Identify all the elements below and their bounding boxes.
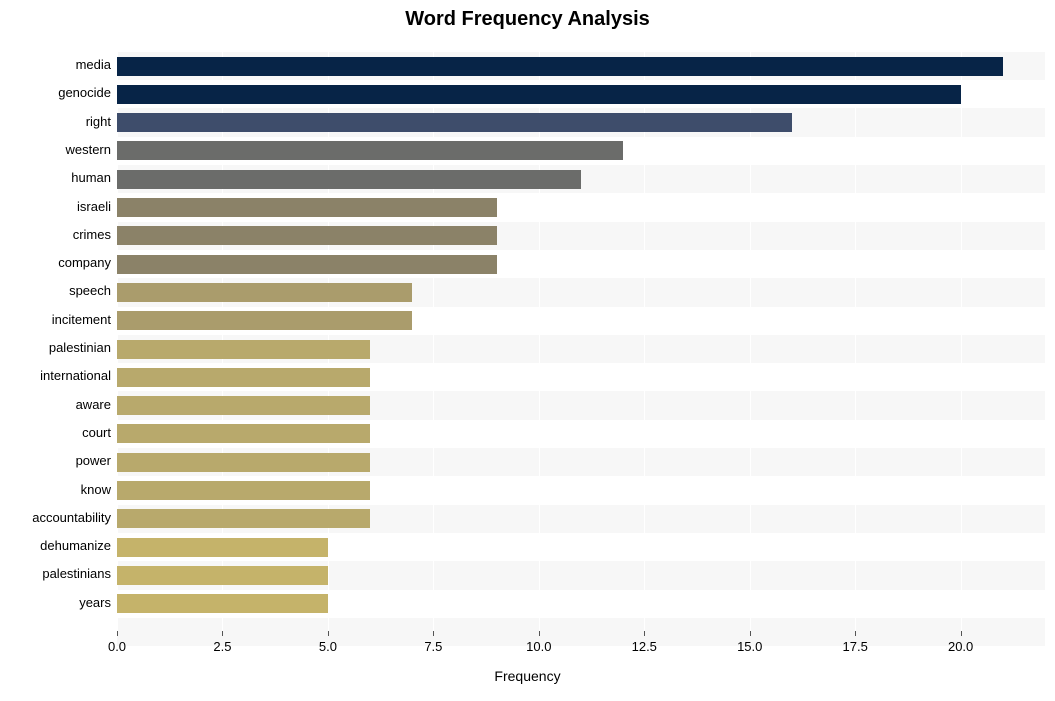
bar-company	[117, 255, 497, 274]
x-tick-label: 12.5	[632, 639, 657, 654]
y-label-know: know	[81, 482, 111, 497]
bar-incitement	[117, 311, 412, 330]
y-label-media: media	[76, 57, 111, 72]
y-label-palestinian: palestinian	[49, 340, 111, 355]
bar-crimes	[117, 226, 497, 245]
y-label-years: years	[79, 595, 111, 610]
x-tick-mark	[644, 631, 645, 636]
y-label-dehumanize: dehumanize	[40, 538, 111, 553]
bar-media	[117, 57, 1003, 76]
bar-years	[117, 594, 328, 613]
bar-human	[117, 170, 581, 189]
gridline	[855, 38, 856, 631]
y-label-western: western	[65, 142, 111, 157]
gridline	[961, 38, 962, 631]
bar-right	[117, 113, 792, 132]
x-tick-label: 0.0	[108, 639, 126, 654]
x-axis-label: Frequency	[0, 668, 1055, 684]
x-tick-label: 7.5	[424, 639, 442, 654]
x-tick-label: 20.0	[948, 639, 973, 654]
x-tick-mark	[961, 631, 962, 636]
x-tick-label: 10.0	[526, 639, 551, 654]
bar-dehumanize	[117, 538, 328, 557]
y-label-speech: speech	[69, 283, 111, 298]
x-tick-mark	[222, 631, 223, 636]
bar-speech	[117, 283, 412, 302]
plot-area	[117, 38, 1045, 631]
y-label-accountability: accountability	[32, 510, 111, 525]
x-tick-label: 5.0	[319, 639, 337, 654]
bar-accountability	[117, 509, 370, 528]
bar-court	[117, 424, 370, 443]
bar-israeli	[117, 198, 497, 217]
y-label-aware: aware	[76, 397, 111, 412]
x-tick-mark	[433, 631, 434, 636]
bar-western	[117, 141, 623, 160]
y-label-court: court	[82, 425, 111, 440]
bar-genocide	[117, 85, 961, 104]
y-label-crimes: crimes	[73, 227, 111, 242]
x-tick-mark	[855, 631, 856, 636]
row-band	[117, 618, 1045, 646]
x-tick-label: 2.5	[213, 639, 231, 654]
bar-palestinian	[117, 340, 370, 359]
x-tick-label: 17.5	[843, 639, 868, 654]
y-label-palestinians: palestinians	[42, 566, 111, 581]
y-label-international: international	[40, 368, 111, 383]
y-label-incitement: incitement	[52, 312, 111, 327]
y-label-genocide: genocide	[58, 85, 111, 100]
y-label-power: power	[76, 453, 111, 468]
bar-know	[117, 481, 370, 500]
bar-international	[117, 368, 370, 387]
y-label-right: right	[86, 114, 111, 129]
x-tick-mark	[539, 631, 540, 636]
x-tick-mark	[117, 631, 118, 636]
x-tick-mark	[328, 631, 329, 636]
chart-title: Word Frequency Analysis	[0, 8, 1055, 31]
bar-power	[117, 453, 370, 472]
y-label-human: human	[71, 170, 111, 185]
word-frequency-chart: Word Frequency Analysis media genocide rig…	[0, 0, 1055, 701]
x-tick-label: 15.0	[737, 639, 762, 654]
bar-aware	[117, 396, 370, 415]
y-label-israeli: israeli	[77, 199, 111, 214]
x-tick-mark	[750, 631, 751, 636]
bar-palestinians	[117, 566, 328, 585]
y-label-company: company	[58, 255, 111, 270]
